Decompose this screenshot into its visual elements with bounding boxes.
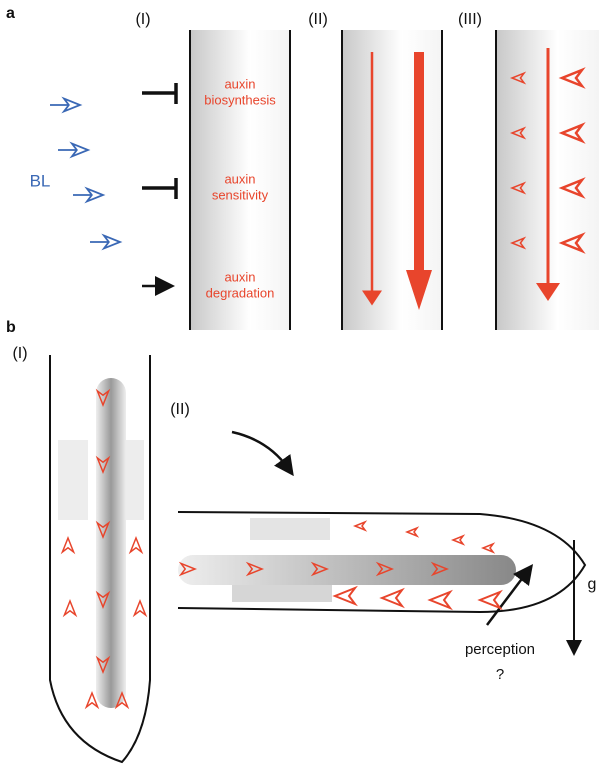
process-text: auxin	[224, 76, 255, 91]
column-label: (I)	[135, 11, 150, 28]
process-text: degradation	[206, 285, 275, 300]
chevron	[407, 528, 417, 536]
column-label: (II)	[308, 11, 328, 28]
bend-arrow	[232, 432, 288, 468]
process-text: sensitivity	[212, 187, 269, 202]
chevron	[355, 522, 365, 530]
chevron	[382, 590, 402, 606]
stage-label: (I)	[12, 345, 27, 362]
chevron	[62, 538, 73, 552]
panel-label: b	[6, 319, 16, 336]
inhibit-arrow	[142, 178, 176, 199]
process-text: auxin	[224, 171, 255, 186]
chevron	[86, 693, 97, 707]
shade	[124, 440, 144, 520]
chevron	[480, 592, 500, 608]
shade	[250, 518, 330, 540]
shade	[58, 440, 88, 520]
inhibit-arrow	[142, 83, 176, 104]
figure: a (I) (II) (III) auxin biosynthesis auxi…	[0, 0, 599, 764]
panel-label: a	[6, 5, 15, 22]
signal-label: BL	[30, 171, 51, 190]
page: a (I) (II) (III) auxin biosynthesis auxi…	[0, 0, 599, 764]
stele	[96, 378, 126, 708]
chevron	[453, 536, 463, 544]
stage-label: (II)	[170, 401, 190, 418]
column-label: (III)	[458, 11, 482, 28]
chevron	[130, 538, 141, 552]
process-text: auxin	[224, 269, 255, 284]
perception-label: ?	[496, 666, 504, 683]
perception-label: perception	[465, 641, 535, 658]
chevron	[134, 601, 145, 615]
gravity-label: g	[588, 576, 597, 593]
chevron	[483, 544, 493, 552]
chevron	[335, 588, 355, 604]
chevron	[64, 601, 75, 615]
stele	[178, 555, 516, 585]
chevron	[430, 592, 450, 608]
process-text: biosynthesis	[204, 92, 276, 107]
